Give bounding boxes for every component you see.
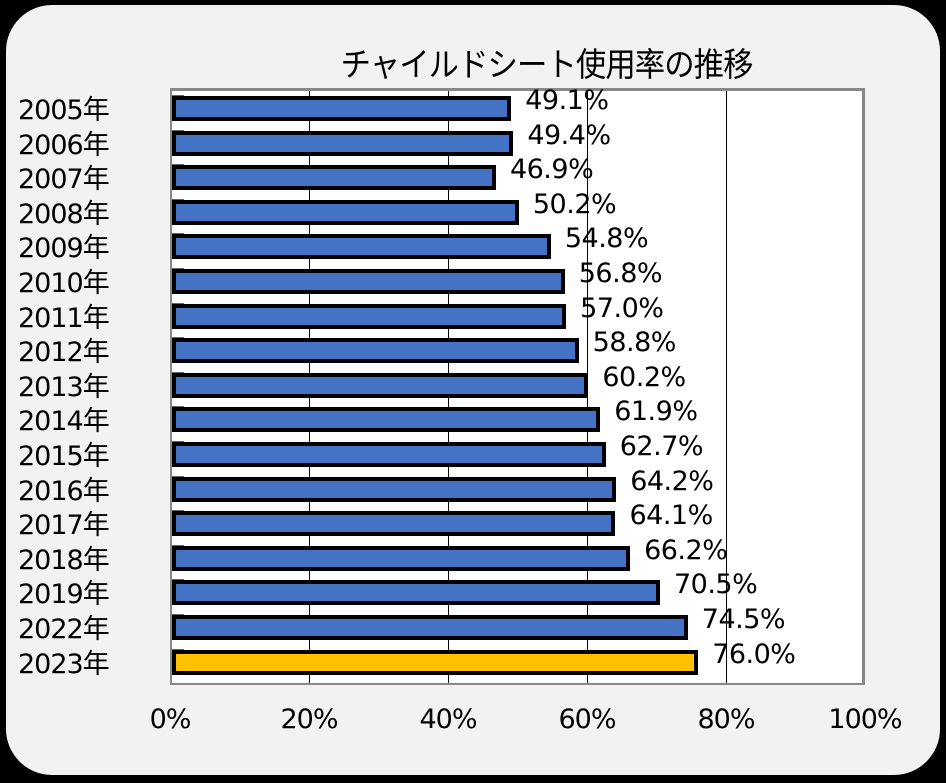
axis-tick xyxy=(172,648,184,650)
chart-title: チャイルドシート使用率の推移 xyxy=(340,45,754,84)
category-label: 2019年 xyxy=(18,579,110,611)
value-label: 49.1% xyxy=(525,85,609,116)
category-label: 2007年 xyxy=(18,164,110,196)
gridline xyxy=(726,91,727,683)
axis-tick xyxy=(172,475,184,477)
axis-tick xyxy=(172,579,184,581)
value-label: 64.2% xyxy=(630,465,714,497)
value-label: 61.9% xyxy=(614,396,698,428)
category-label: 2012年 xyxy=(18,337,110,369)
category-label: 2016年 xyxy=(18,475,110,507)
x-tick-label: 20% xyxy=(280,704,338,735)
value-label: 60.2% xyxy=(602,361,686,393)
category-label: 2015年 xyxy=(18,441,110,472)
axis-tick xyxy=(172,268,184,269)
category-label: 2008年 xyxy=(18,198,110,230)
axis-tick xyxy=(172,95,184,96)
plot-area xyxy=(170,88,865,685)
axis-tick xyxy=(172,198,184,200)
value-label: 56.8% xyxy=(578,258,663,289)
axis-tick xyxy=(172,371,184,373)
bar-highlight xyxy=(172,649,699,675)
category-label: 2017年 xyxy=(18,510,110,542)
axis-tick xyxy=(172,510,184,512)
value-label: 74.5% xyxy=(701,604,786,635)
value-label: 49.4% xyxy=(527,119,611,151)
category-label: 2010年 xyxy=(18,268,110,299)
x-tick-label: 60% xyxy=(558,704,616,735)
value-label: 64.1% xyxy=(629,500,713,532)
bar xyxy=(172,199,519,225)
x-tick-label: 0% xyxy=(149,704,192,735)
bar xyxy=(172,442,606,467)
value-label: 76.0% xyxy=(712,638,796,670)
axis-tick xyxy=(172,614,184,615)
bar xyxy=(172,165,496,191)
value-label: 54.8% xyxy=(564,223,649,255)
bar xyxy=(172,303,567,329)
axis-tick xyxy=(172,164,184,166)
axis-tick xyxy=(172,129,184,131)
bar xyxy=(172,234,551,260)
value-label: 46.9% xyxy=(509,154,594,186)
category-label: 2014年 xyxy=(18,406,110,438)
bar xyxy=(172,511,616,537)
category-label: 2018年 xyxy=(18,544,110,576)
category-label: 2005年 xyxy=(18,95,110,126)
axis-tick xyxy=(172,406,184,408)
axis-tick xyxy=(172,337,184,339)
category-label: 2009年 xyxy=(18,233,110,265)
category-label: 2006年 xyxy=(18,129,110,161)
category-label: 2011年 xyxy=(18,302,110,334)
x-tick-label: 80% xyxy=(697,704,755,735)
bar xyxy=(172,269,565,294)
bar xyxy=(172,372,589,398)
value-label: 58.8% xyxy=(592,327,677,359)
value-label: 62.7% xyxy=(619,431,704,462)
bar xyxy=(172,615,688,640)
value-label: 70.5% xyxy=(673,569,758,601)
axis-tick xyxy=(172,441,184,442)
value-label: 57.0% xyxy=(580,292,664,324)
x-tick-label: 100% xyxy=(828,704,902,735)
bar xyxy=(172,545,631,571)
value-label: 66.2% xyxy=(644,534,728,566)
axis-tick xyxy=(172,233,184,235)
bar xyxy=(172,130,514,156)
category-label: 2023年 xyxy=(18,648,110,680)
bar xyxy=(172,338,579,364)
bar xyxy=(172,476,617,502)
value-label: 50.2% xyxy=(532,188,617,220)
x-tick-label: 40% xyxy=(419,704,477,735)
bar xyxy=(172,580,660,606)
axis-tick xyxy=(172,302,184,304)
category-label: 2013年 xyxy=(18,371,110,403)
category-label: 2022年 xyxy=(18,614,110,645)
bar xyxy=(172,96,512,121)
bar xyxy=(172,407,601,433)
axis-tick xyxy=(172,544,184,546)
